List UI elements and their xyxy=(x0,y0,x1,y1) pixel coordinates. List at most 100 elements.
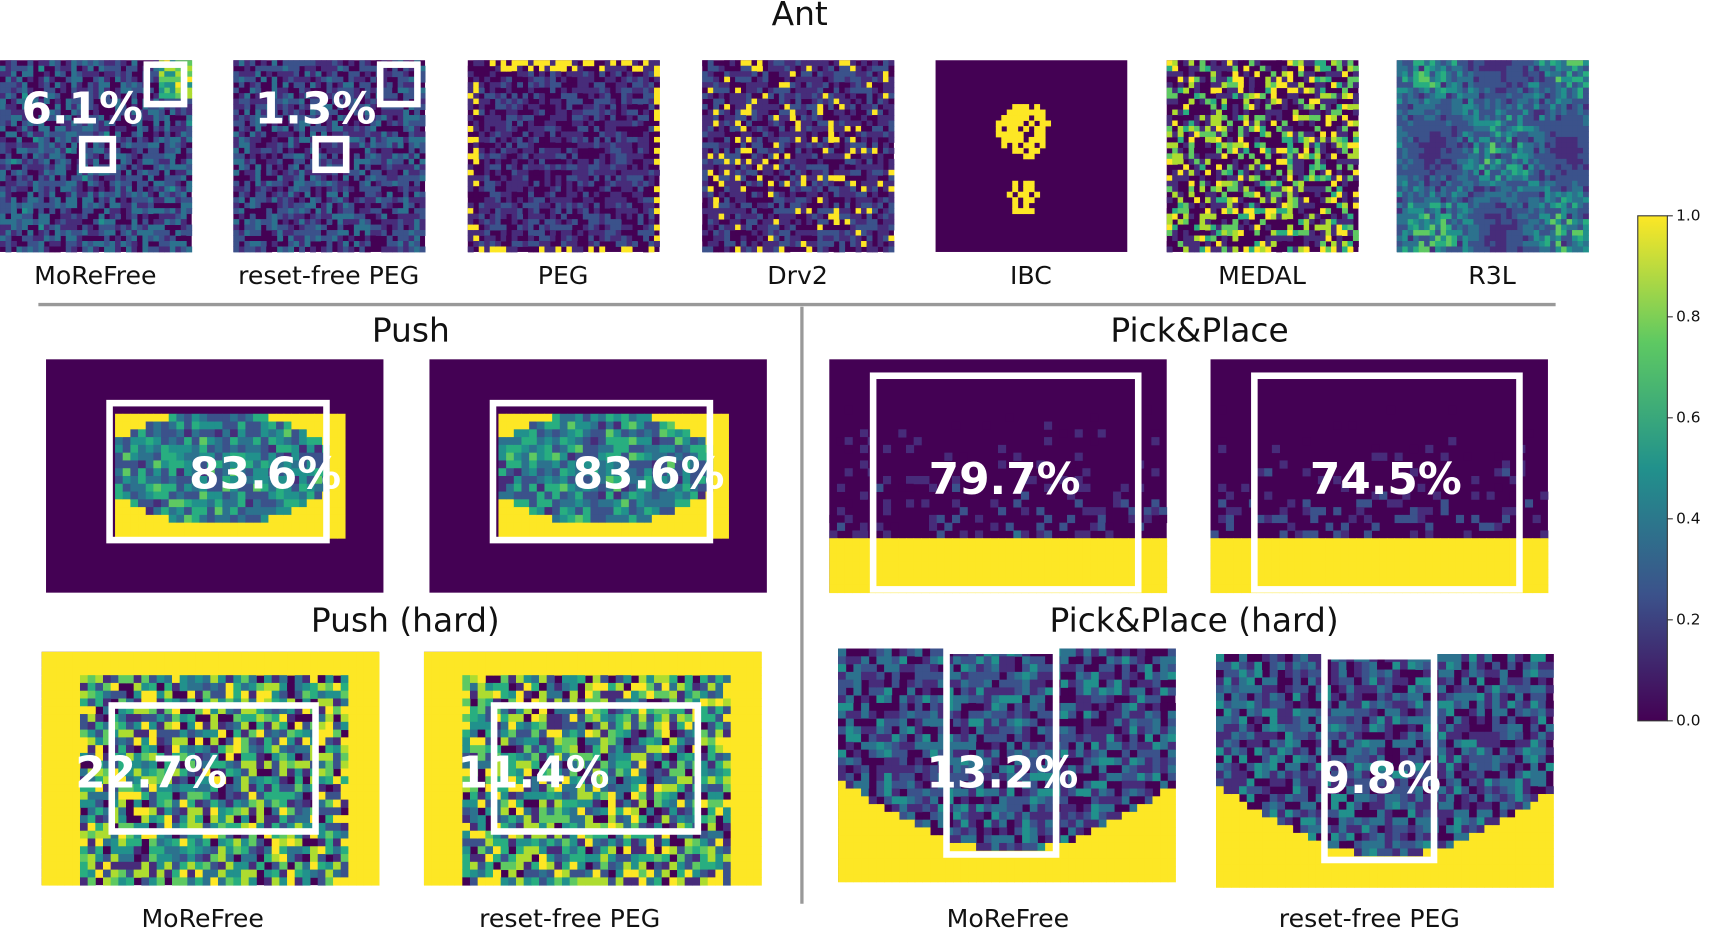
heat-cell xyxy=(855,98,862,105)
heat-cell xyxy=(27,87,34,94)
heat-cell xyxy=(1331,208,1337,215)
heat-cell xyxy=(244,186,251,193)
heat-cell xyxy=(762,224,769,231)
heat-cell xyxy=(478,230,485,236)
heat-cell xyxy=(1413,191,1420,198)
heat-cell xyxy=(414,131,421,138)
heat-cell xyxy=(566,235,573,242)
heat-cell xyxy=(1281,213,1288,220)
heat-cell xyxy=(244,230,251,236)
heat-cell xyxy=(32,125,39,132)
heat-cell xyxy=(1216,93,1222,100)
heat-cell xyxy=(244,175,251,182)
annotation: 6.1% xyxy=(21,84,142,135)
heat-cell xyxy=(419,65,426,72)
heat-cell xyxy=(713,246,720,253)
heat-cell xyxy=(293,109,300,116)
heat-cell xyxy=(255,87,262,94)
heat-cell xyxy=(713,87,720,94)
heat-cell xyxy=(861,230,867,236)
heat-cell xyxy=(1226,230,1233,236)
heat-cell xyxy=(169,235,176,242)
heat-cell xyxy=(337,197,344,204)
heat-cell xyxy=(828,131,835,138)
heat-cell xyxy=(1232,202,1239,209)
heat-cell xyxy=(888,60,895,67)
heat-cell xyxy=(582,60,589,67)
heat-cell xyxy=(822,60,829,67)
heat-cell xyxy=(397,208,404,215)
heat-cell xyxy=(538,164,545,171)
heat-cell xyxy=(511,180,518,187)
heat-cell xyxy=(773,104,780,110)
heat-cell xyxy=(375,169,382,176)
heat-cell xyxy=(724,109,731,116)
heat-cell xyxy=(153,76,160,83)
heat-cell xyxy=(1292,98,1299,105)
heat-cell xyxy=(800,87,807,94)
heat-cell xyxy=(180,131,187,138)
heat-cell xyxy=(839,104,846,110)
heat-cell xyxy=(1413,82,1420,89)
heat-cell xyxy=(707,71,714,78)
heat-cell xyxy=(1172,230,1179,236)
heat-cell xyxy=(1341,93,1348,100)
heat-cell xyxy=(16,104,23,110)
heat-cell xyxy=(419,115,426,121)
heat-cell xyxy=(1298,235,1305,242)
heat-cell xyxy=(115,109,121,116)
heat-cell xyxy=(136,82,143,89)
panel-label: MoReFree xyxy=(34,261,156,290)
heat-cell xyxy=(260,197,267,204)
heat-cell xyxy=(1265,186,1272,193)
heat-cell xyxy=(293,180,300,187)
heat-cell xyxy=(1017,131,1024,138)
heat-cell xyxy=(370,120,377,127)
heat-cell xyxy=(478,224,485,231)
heat-cell xyxy=(65,153,72,160)
heat-cell xyxy=(855,87,862,94)
heat-cell xyxy=(353,87,360,94)
heat-cell xyxy=(844,191,851,198)
heat-cell xyxy=(147,235,154,242)
heat-cell xyxy=(299,120,306,127)
heat-cell xyxy=(1292,82,1299,89)
heat-cell xyxy=(648,213,655,220)
heat-cell xyxy=(549,76,556,83)
heat-cell xyxy=(1216,241,1222,247)
heat-cell xyxy=(60,93,67,100)
heat-cell xyxy=(1248,224,1255,231)
heat-cell xyxy=(740,230,747,236)
heat-cell xyxy=(5,93,12,100)
heat-cell xyxy=(800,125,807,132)
heat-cell xyxy=(1270,76,1277,83)
heat-cell xyxy=(751,235,758,242)
heat-cell xyxy=(43,208,50,215)
heat-cell xyxy=(1188,180,1195,187)
heat-cell xyxy=(326,246,333,253)
heat-cell xyxy=(147,93,154,100)
heat-cell xyxy=(1396,136,1403,143)
heat-cell xyxy=(1232,93,1239,100)
heat-cell xyxy=(331,60,338,67)
heat-cell xyxy=(729,241,736,247)
heat-cell xyxy=(566,241,573,247)
heat-cell xyxy=(131,104,138,110)
heat-cell xyxy=(315,219,322,226)
heat-cell xyxy=(5,164,12,171)
heat-cell xyxy=(109,115,116,121)
heat-cell xyxy=(1039,142,1046,149)
heat-cell xyxy=(1298,164,1305,171)
heat-cell xyxy=(582,213,589,220)
heat-cell xyxy=(115,115,121,121)
heat-cell xyxy=(16,142,23,149)
heat-cell xyxy=(293,164,300,171)
heat-cell xyxy=(331,197,338,204)
heat-cell xyxy=(1221,76,1228,83)
heat-cell xyxy=(773,197,780,204)
heat-cell xyxy=(1407,65,1414,72)
heat-cell xyxy=(621,82,628,89)
heat-cell xyxy=(882,71,889,78)
heat-cell xyxy=(538,87,545,94)
heat-cell xyxy=(244,98,251,105)
